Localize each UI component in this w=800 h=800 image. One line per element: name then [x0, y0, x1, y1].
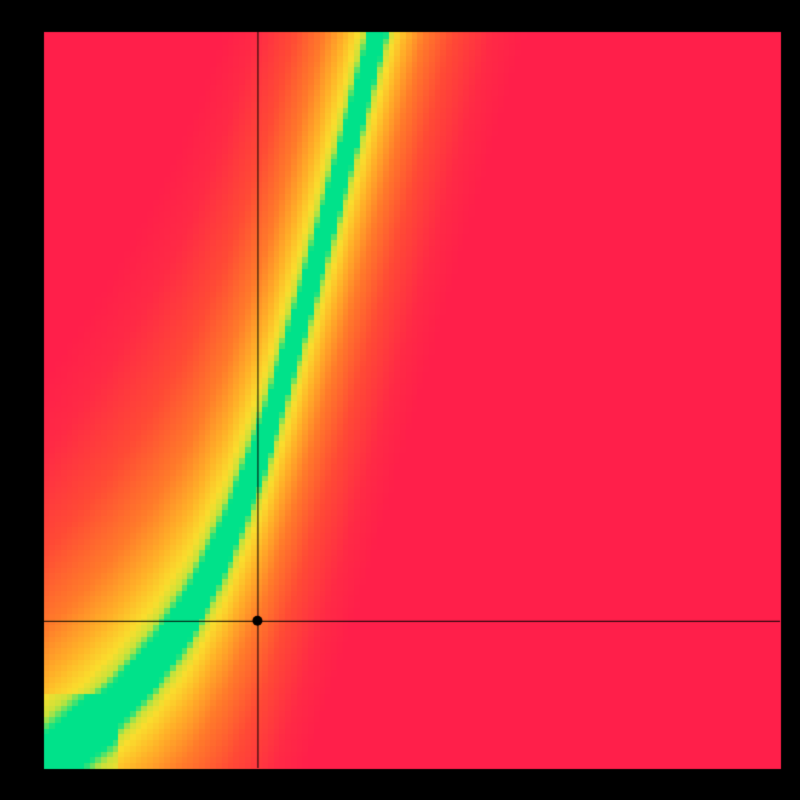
bottleneck-heatmap	[0, 0, 800, 800]
